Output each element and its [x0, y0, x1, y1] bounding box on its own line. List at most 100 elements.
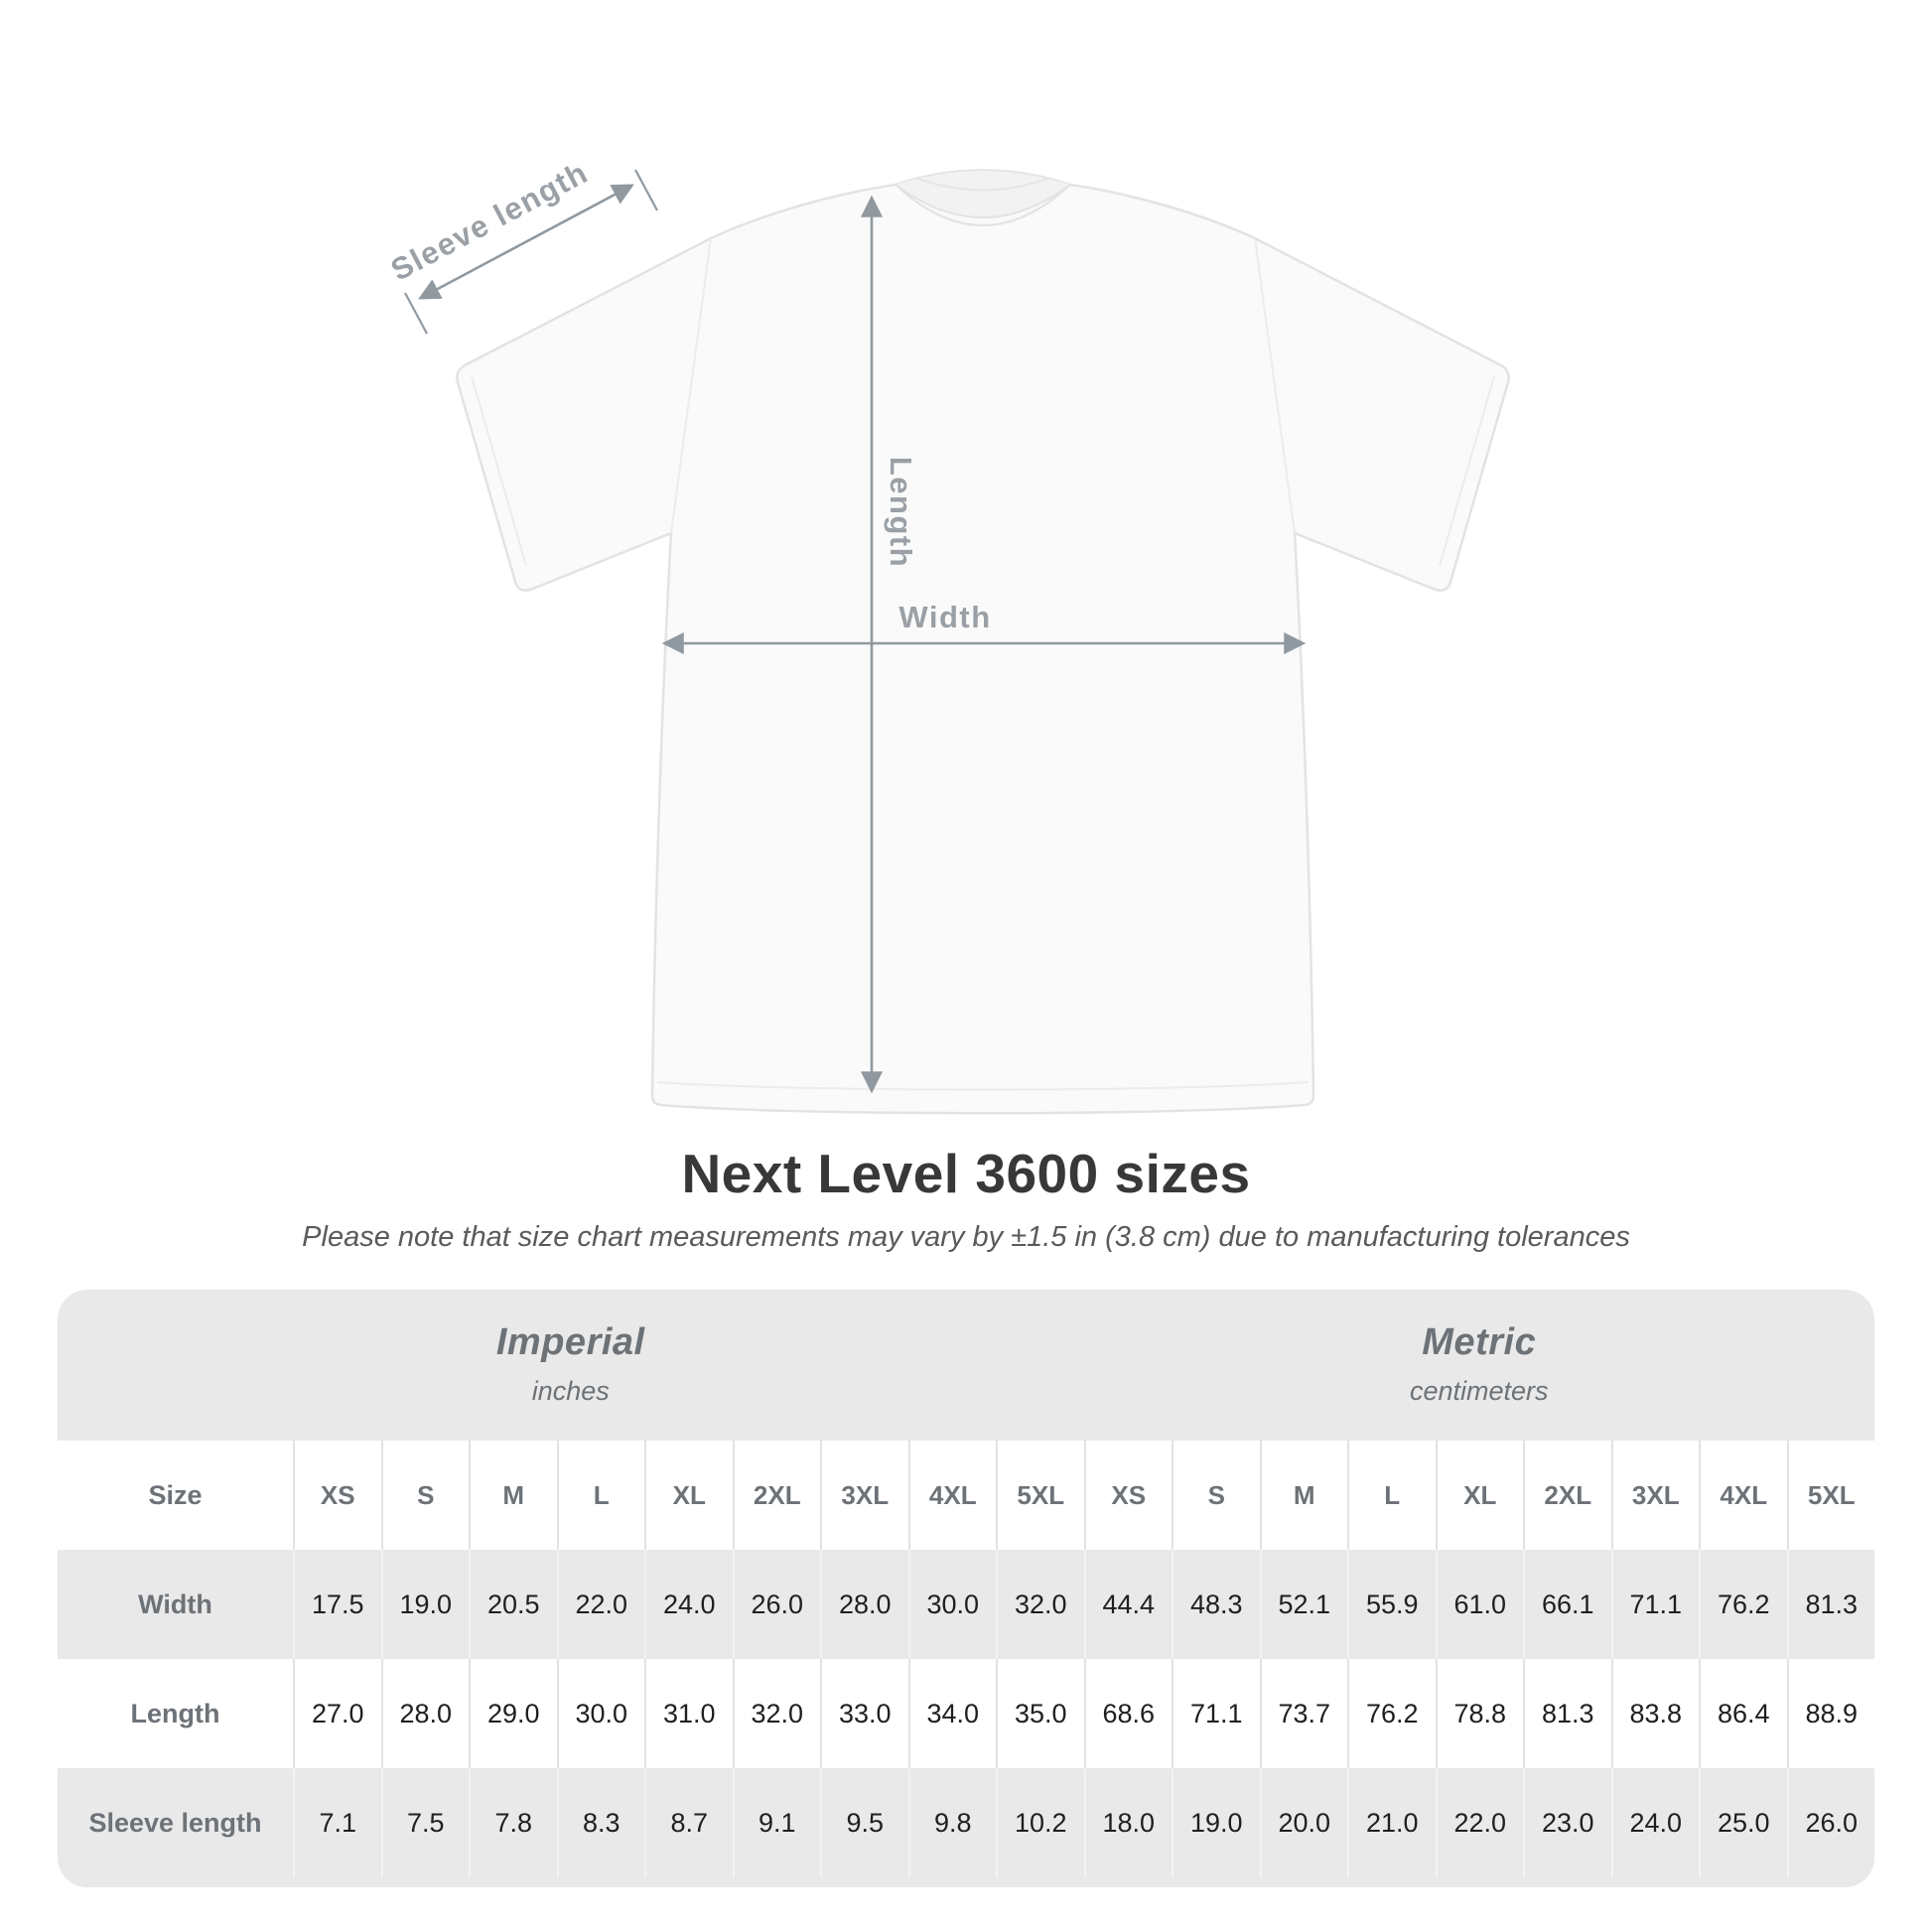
table-row-sleeve-length: Sleeve length 7.1 7.5 7.8 8.3 8.7 9.1 9.… — [58, 1768, 1874, 1877]
imperial-title: Imperial — [495, 1321, 645, 1363]
table-cell: 78.8 — [1435, 1659, 1524, 1768]
row-label-sleeve-length: Sleeve length — [88, 1807, 262, 1838]
table-cell: 55.9 — [1347, 1550, 1436, 1659]
size-column-header: 5XL — [1786, 1441, 1875, 1550]
table-cell: 10.2 — [996, 1768, 1084, 1877]
size-column-header: M — [1259, 1441, 1348, 1550]
table-cell: 7.1 — [293, 1768, 381, 1877]
table-cell: 76.2 — [1347, 1659, 1436, 1768]
table-cell: 81.3 — [1786, 1550, 1875, 1659]
table-cell: 19.0 — [1172, 1768, 1260, 1877]
size-column-header: 2XL — [1523, 1441, 1611, 1550]
table-cell: 68.6 — [1083, 1659, 1173, 1768]
size-header: Size — [148, 1479, 203, 1510]
width-label: Width — [898, 600, 991, 634]
tshirt-diagram: Length Width Sleeve length — [385, 155, 1510, 1115]
table-cell: 86.4 — [1699, 1659, 1787, 1768]
size-column-header: S — [1172, 1441, 1260, 1550]
table-row-width: Width 17.5 19.0 20.5 22.0 24.0 26.0 28.0… — [58, 1550, 1874, 1659]
table-cell: 28.0 — [380, 1659, 470, 1768]
size-column-header: XL — [644, 1441, 733, 1550]
table-cell: 21.0 — [1347, 1768, 1436, 1877]
table-cell: 9.5 — [820, 1768, 908, 1877]
table-cell: 17.5 — [293, 1550, 381, 1659]
table-cell: 26.0 — [732, 1550, 821, 1659]
table-cell: 52.1 — [1259, 1550, 1348, 1659]
size-column-header: 2XL — [732, 1441, 821, 1550]
table-cell: 88.9 — [1786, 1659, 1875, 1768]
table-cell: 71.1 — [1610, 1550, 1700, 1659]
table-cell: 7.5 — [380, 1768, 470, 1877]
left-cuff-stitch — [471, 375, 527, 567]
unit-header-band: Imperial inches Metric centimeters — [58, 1290, 1874, 1441]
table-cell: 7.8 — [469, 1768, 557, 1877]
table-cell: 83.8 — [1610, 1659, 1700, 1768]
metric-title: Metric — [1422, 1321, 1537, 1363]
tshirt-outline — [456, 169, 1510, 1115]
left-sleeve-seam — [670, 237, 712, 534]
size-table: Imperial inches Metric centimeters Size … — [58, 1290, 1874, 1887]
hem-stitch — [656, 1081, 1310, 1091]
table-cell: 9.1 — [732, 1768, 821, 1877]
length-label: Length — [884, 457, 918, 568]
collar-band — [895, 184, 1071, 226]
table-cell: 71.1 — [1172, 1659, 1260, 1768]
table-cell: 27.0 — [293, 1659, 381, 1768]
table-cell: 35.0 — [996, 1659, 1084, 1768]
table-cell: 29.0 — [469, 1659, 557, 1768]
imperial-group-header: Imperial inches — [58, 1321, 1084, 1407]
row-label-length: Length — [130, 1698, 220, 1728]
table-cell: 19.0 — [380, 1550, 470, 1659]
table-cell: 32.0 — [732, 1659, 821, 1768]
table-cell: 73.7 — [1259, 1659, 1348, 1768]
width-arrow: Width — [661, 600, 1307, 655]
size-column-header: XL — [1435, 1441, 1524, 1550]
table-cell: 34.0 — [907, 1659, 997, 1768]
size-column-header: M — [469, 1441, 557, 1550]
table-cell: 9.8 — [907, 1768, 997, 1877]
table-cell: 8.7 — [644, 1768, 733, 1877]
table-cell: 30.0 — [907, 1550, 997, 1659]
table-cell: 30.0 — [556, 1659, 645, 1768]
table-cell: 24.0 — [644, 1550, 733, 1659]
table-cell: 33.0 — [820, 1659, 908, 1768]
size-column-header: 3XL — [820, 1441, 908, 1550]
table-cell: 44.4 — [1083, 1550, 1173, 1659]
size-column-header: XS — [1083, 1441, 1173, 1550]
size-column-header: 3XL — [1610, 1441, 1700, 1550]
table-cell: 22.0 — [556, 1550, 645, 1659]
table-cell: 32.0 — [996, 1550, 1084, 1659]
table-cell: 24.0 — [1610, 1768, 1700, 1877]
page-title: Next Level 3600 sizes — [681, 1143, 1251, 1204]
table-row-length: Length 27.0 28.0 29.0 30.0 31.0 32.0 33.… — [58, 1659, 1874, 1768]
right-cuff-stitch — [1439, 375, 1495, 567]
table-cell: 22.0 — [1435, 1768, 1524, 1877]
table-cell: 20.0 — [1259, 1768, 1348, 1877]
table-cell: 8.3 — [556, 1768, 645, 1877]
size-column-header: XS — [293, 1441, 381, 1550]
row-label-width: Width — [138, 1588, 212, 1619]
right-sleeve-seam — [1254, 237, 1296, 534]
table-cell: 28.0 — [820, 1550, 908, 1659]
collar-opening — [896, 171, 1070, 217]
table-cell: 20.5 — [469, 1550, 557, 1659]
collar-back-seam — [914, 177, 1051, 192]
table-cell: 48.3 — [1172, 1550, 1260, 1659]
table-cell: 61.0 — [1435, 1550, 1524, 1659]
metric-group-header: Metric centimeters — [1084, 1321, 1875, 1407]
metric-unit: centimeters — [1409, 1376, 1549, 1406]
tshirt-graphic: Length Width Sleeve length — [385, 155, 1510, 1115]
table-cell: 31.0 — [644, 1659, 733, 1768]
size-column-header: 4XL — [907, 1441, 997, 1550]
table-cell: 25.0 — [1699, 1768, 1787, 1877]
imperial-unit: inches — [531, 1376, 610, 1406]
size-column-header: L — [556, 1441, 645, 1550]
table-header-row: Size XS S M L XL 2XL 3XL 4XL 5XL XS S M … — [58, 1441, 1874, 1550]
tolerance-note: Please note that size chart measurements… — [302, 1221, 1630, 1253]
size-column-header: 5XL — [996, 1441, 1084, 1550]
table-cell: 26.0 — [1786, 1768, 1875, 1877]
table-cell: 18.0 — [1083, 1768, 1173, 1877]
table-cell: 66.1 — [1523, 1550, 1611, 1659]
size-column-header: L — [1347, 1441, 1436, 1550]
size-column-header: 4XL — [1699, 1441, 1787, 1550]
